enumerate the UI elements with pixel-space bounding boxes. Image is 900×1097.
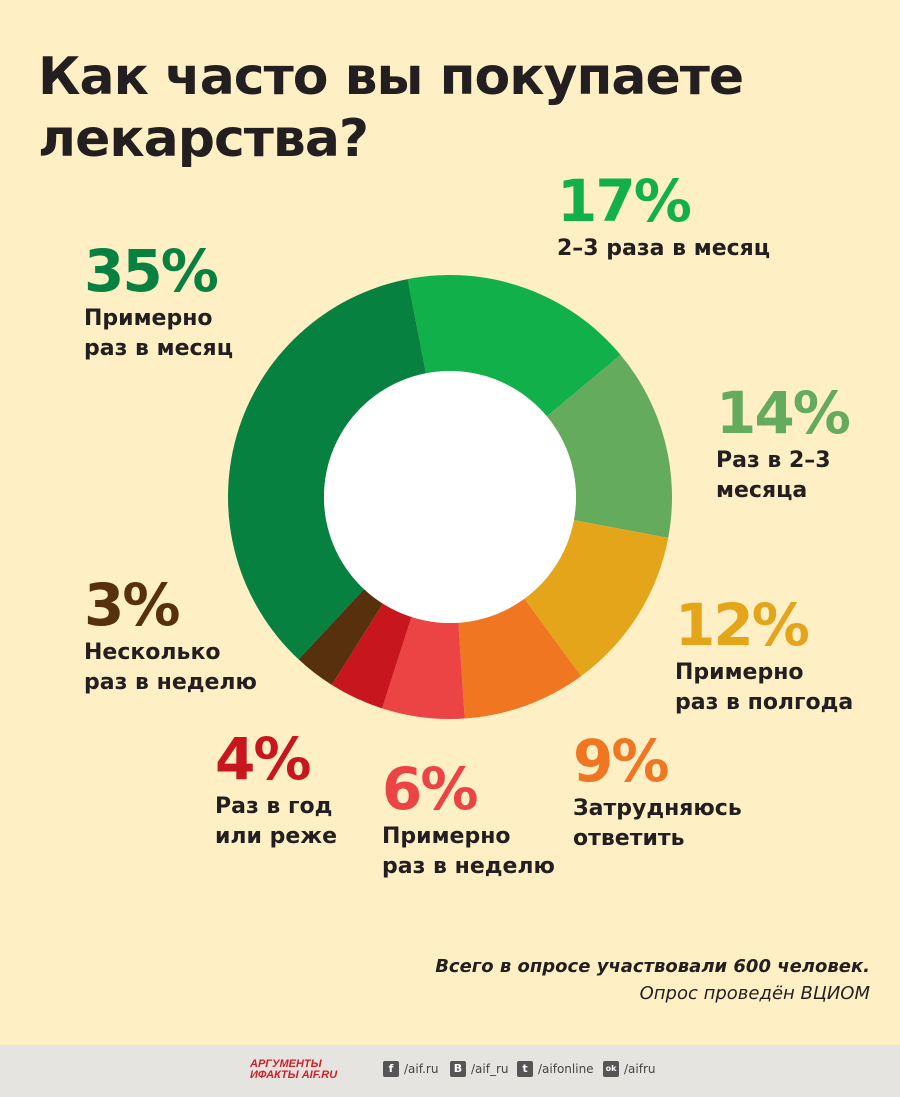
title-line-1: Как часто вы покупаете — [38, 47, 744, 107]
vk-link-text: /aif_ru — [471, 1062, 509, 1076]
label-once-a-week-text: Примерно раз в неделю — [382, 824, 555, 879]
survey-note: Всего в опросе участвовали 600 человек. … — [435, 953, 870, 1007]
label-hard-to-say: 9% Затрудняюсь ответить — [573, 728, 742, 854]
label-hard-to-say-text: Затрудняюсь ответить — [573, 796, 742, 851]
facebook-icon: f — [383, 1061, 399, 1077]
donut-slice-2 — [524, 520, 669, 677]
label-once-a-month: 35% Примерно раз в месяц — [84, 238, 233, 364]
vk-icon: В — [450, 1061, 466, 1077]
twitter-link-text: /aifonline — [538, 1062, 594, 1076]
label-hard-to-say-percent: 9% — [573, 727, 669, 795]
survey-note-participants: Всего в опросе участвовали 600 человек. — [435, 956, 870, 977]
label-half-year: 12% Примерно раз в полгода — [675, 592, 853, 718]
donut-slice-6 — [298, 589, 383, 685]
donut-slice-4 — [382, 616, 465, 719]
donut-slice-1 — [546, 354, 672, 538]
label-several-per-week: 3% Несколько раз в неделю — [84, 572, 257, 698]
donut-slice-3 — [458, 598, 582, 719]
bottom-bar: АРГУМЕНТЫ ИФАКТЫ AIF.RU f /aif.ru В /aif… — [0, 1045, 900, 1097]
twitter-link[interactable]: t /aifonline — [517, 1061, 594, 1077]
label-every-2-3-months: 14% Раз в 2–3 месяца — [716, 379, 851, 506]
aif-logo[interactable]: АРГУМЕНТЫ ИФАКТЫ AIF.RU — [250, 1059, 337, 1081]
facebook-link-text: /aif.ru — [404, 1062, 439, 1076]
odnoklassniki-icon: ok — [603, 1061, 619, 1077]
label-once-a-month-percent: 35% — [84, 237, 219, 305]
odnoklassniki-link[interactable]: ok /aifru — [603, 1061, 656, 1077]
label-2-3-per-month: 17% 2–3 раза в месяц — [557, 168, 770, 264]
label-half-year-percent: 12% — [675, 591, 810, 659]
label-half-year-text: Примерно раз в полгода — [675, 660, 854, 715]
label-once-a-month-text: Примерно раз в месяц — [84, 306, 233, 361]
chart-title: Как часто вы покупаете лекарства? — [38, 46, 744, 170]
title-line-2: лекарства? — [38, 109, 369, 169]
label-yearly-or-less: 4% Раз в год или реже — [215, 726, 337, 852]
label-several-per-week-percent: 3% — [84, 571, 180, 639]
label-every-2-3-months-text: Раз в 2–3 месяца — [716, 448, 831, 503]
aif-logo-line-1: АРГУМЕНТЫ — [250, 1058, 322, 1070]
label-2-3-per-month-percent: 17% — [557, 167, 692, 235]
vk-link[interactable]: В /aif_ru — [450, 1061, 509, 1077]
aif-logo-line-2: ИФАКТЫ AIF.RU — [250, 1069, 338, 1081]
donut-slice-5 — [331, 603, 412, 709]
survey-note-source: Опрос проведён ВЦИОМ — [639, 983, 870, 1004]
odnoklassniki-link-text: /aifru — [624, 1062, 656, 1076]
facebook-link[interactable]: f /aif.ru — [383, 1061, 438, 1077]
label-once-a-week: 6% Примерно раз в неделю — [382, 756, 555, 882]
label-several-per-week-text: Несколько раз в неделю — [84, 640, 257, 695]
label-once-a-week-percent: 6% — [382, 755, 478, 823]
label-yearly-or-less-text: Раз в год или реже — [215, 794, 338, 849]
label-every-2-3-months-percent: 14% — [716, 379, 851, 447]
donut-slice-0 — [407, 275, 621, 417]
label-yearly-or-less-percent: 4% — [215, 725, 311, 793]
twitter-icon: t — [517, 1061, 533, 1077]
donut-hole — [324, 371, 576, 623]
label-2-3-per-month-text: 2–3 раза в месяц — [557, 236, 771, 261]
donut-slice-7 — [228, 279, 426, 660]
